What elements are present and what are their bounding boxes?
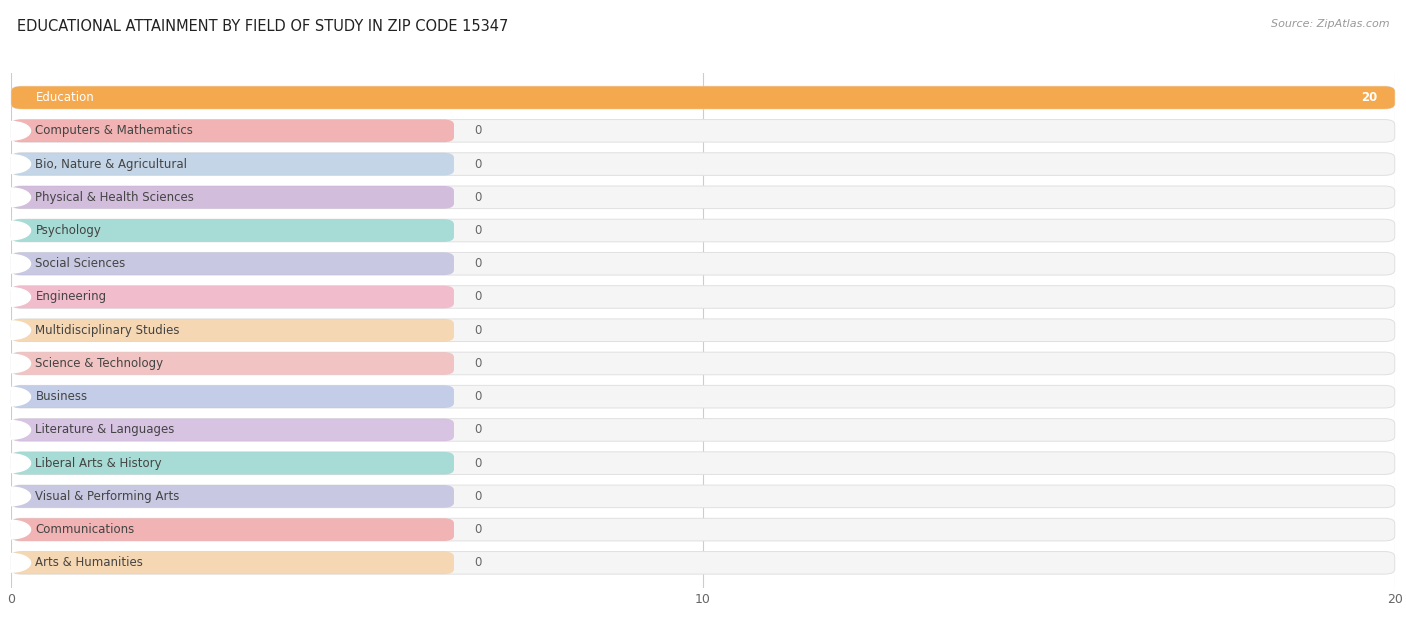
Text: 0: 0 <box>475 556 482 569</box>
FancyBboxPatch shape <box>11 186 1395 209</box>
Text: Computers & Mathematics: Computers & Mathematics <box>35 125 194 137</box>
FancyBboxPatch shape <box>11 452 454 475</box>
Circle shape <box>0 221 31 240</box>
Text: 0: 0 <box>475 257 482 270</box>
Text: 0: 0 <box>475 523 482 536</box>
Text: 0: 0 <box>475 423 482 437</box>
FancyBboxPatch shape <box>11 418 454 441</box>
FancyBboxPatch shape <box>11 485 1395 507</box>
FancyBboxPatch shape <box>11 87 1395 109</box>
Circle shape <box>0 121 31 140</box>
Text: 0: 0 <box>475 291 482 303</box>
Text: Visual & Performing Arts: Visual & Performing Arts <box>35 490 180 503</box>
Text: Social Sciences: Social Sciences <box>35 257 125 270</box>
Text: 0: 0 <box>475 324 482 337</box>
FancyBboxPatch shape <box>11 386 454 408</box>
FancyBboxPatch shape <box>11 386 1395 408</box>
Text: Communications: Communications <box>35 523 135 536</box>
Circle shape <box>0 188 31 207</box>
Circle shape <box>0 354 31 373</box>
FancyBboxPatch shape <box>11 319 454 341</box>
FancyBboxPatch shape <box>11 485 454 507</box>
FancyBboxPatch shape <box>11 153 454 175</box>
Text: 20: 20 <box>1361 91 1378 104</box>
Text: 0: 0 <box>475 357 482 370</box>
Circle shape <box>0 520 31 539</box>
Circle shape <box>0 454 31 472</box>
FancyBboxPatch shape <box>11 219 454 242</box>
Text: Business: Business <box>35 390 87 403</box>
FancyBboxPatch shape <box>11 186 454 209</box>
Circle shape <box>0 255 31 273</box>
FancyBboxPatch shape <box>11 87 1395 109</box>
Circle shape <box>0 487 31 506</box>
Text: 0: 0 <box>475 490 482 503</box>
Text: EDUCATIONAL ATTAINMENT BY FIELD OF STUDY IN ZIP CODE 15347: EDUCATIONAL ATTAINMENT BY FIELD OF STUDY… <box>17 19 508 34</box>
Text: Bio, Nature & Agricultural: Bio, Nature & Agricultural <box>35 157 187 171</box>
FancyBboxPatch shape <box>11 418 1395 441</box>
Circle shape <box>0 288 31 307</box>
FancyBboxPatch shape <box>11 552 454 574</box>
FancyBboxPatch shape <box>11 518 454 541</box>
FancyBboxPatch shape <box>11 286 454 308</box>
Text: 0: 0 <box>475 125 482 137</box>
Text: Multidisciplinary Studies: Multidisciplinary Studies <box>35 324 180 337</box>
Text: Science & Technology: Science & Technology <box>35 357 163 370</box>
Text: 0: 0 <box>475 224 482 237</box>
FancyBboxPatch shape <box>11 119 454 142</box>
FancyBboxPatch shape <box>11 552 1395 574</box>
Text: Education: Education <box>35 91 94 104</box>
FancyBboxPatch shape <box>11 219 1395 242</box>
Text: Liberal Arts & History: Liberal Arts & History <box>35 457 162 470</box>
FancyBboxPatch shape <box>11 518 1395 541</box>
FancyBboxPatch shape <box>11 352 454 375</box>
Text: 0: 0 <box>475 390 482 403</box>
Text: Psychology: Psychology <box>35 224 101 237</box>
Text: Engineering: Engineering <box>35 291 107 303</box>
FancyBboxPatch shape <box>11 252 454 275</box>
Text: 0: 0 <box>475 157 482 171</box>
FancyBboxPatch shape <box>11 319 1395 341</box>
Text: Physical & Health Sciences: Physical & Health Sciences <box>35 191 194 204</box>
Circle shape <box>0 421 31 439</box>
Circle shape <box>0 387 31 406</box>
Text: Source: ZipAtlas.com: Source: ZipAtlas.com <box>1271 19 1389 29</box>
FancyBboxPatch shape <box>11 252 1395 275</box>
Text: 0: 0 <box>475 191 482 204</box>
Text: Literature & Languages: Literature & Languages <box>35 423 174 437</box>
FancyBboxPatch shape <box>11 352 1395 375</box>
Circle shape <box>0 554 31 572</box>
Circle shape <box>0 155 31 173</box>
Text: Arts & Humanities: Arts & Humanities <box>35 556 143 569</box>
FancyBboxPatch shape <box>11 452 1395 475</box>
FancyBboxPatch shape <box>11 153 1395 175</box>
Text: 0: 0 <box>475 457 482 470</box>
FancyBboxPatch shape <box>11 286 1395 308</box>
Circle shape <box>0 321 31 339</box>
FancyBboxPatch shape <box>11 119 1395 142</box>
